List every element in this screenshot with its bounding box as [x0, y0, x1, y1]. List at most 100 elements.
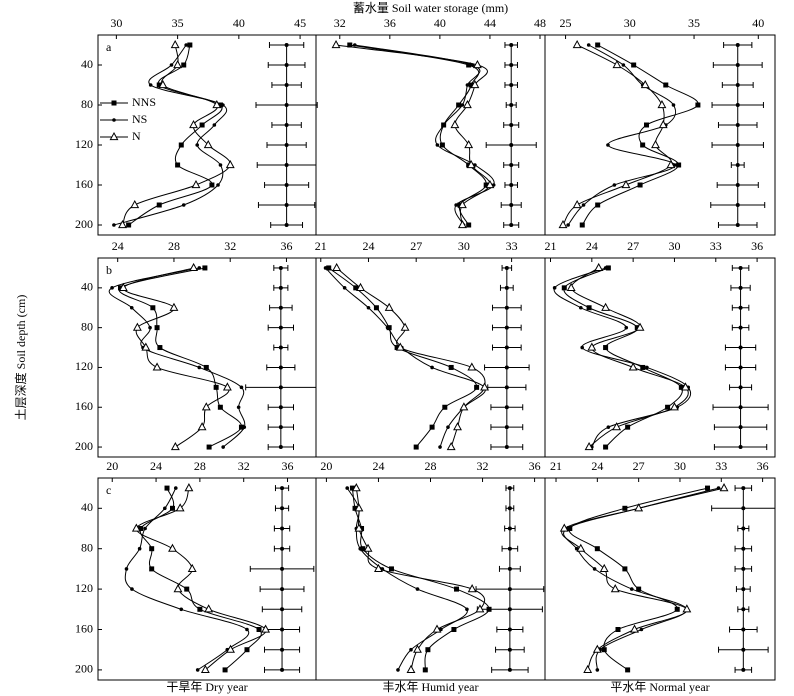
error-center	[284, 43, 289, 47]
marker-triangle	[640, 79, 650, 89]
marker-square	[665, 404, 671, 410]
x-tick-label: 40	[233, 16, 245, 30]
error-center	[735, 123, 740, 127]
series-line	[335, 44, 491, 226]
y-tick-label: 40	[81, 500, 93, 514]
marker-triangle	[225, 159, 235, 169]
marker-square	[637, 182, 643, 188]
marker-square	[676, 162, 682, 168]
y-tick-label: 120	[75, 581, 93, 595]
marker-triangle	[118, 282, 128, 291]
marker-triangle	[634, 503, 644, 512]
marker-triangle	[612, 422, 622, 431]
y-tick-label: 200	[75, 217, 93, 231]
marker-square	[586, 305, 592, 311]
marker-triangle	[170, 442, 180, 451]
marker-triangle	[189, 262, 199, 272]
y-tick-label: 160	[75, 621, 93, 635]
panel-frame	[544, 257, 776, 458]
marker-square	[625, 424, 631, 430]
marker-triangle	[170, 39, 180, 49]
marker-triangle	[583, 664, 593, 673]
x-tick-label: 30	[458, 239, 470, 253]
error-center	[504, 345, 509, 350]
error-center	[738, 405, 743, 410]
marker-square	[175, 162, 181, 168]
marker-triangle	[201, 402, 211, 411]
marker-dot	[465, 83, 470, 87]
error-center	[735, 163, 740, 167]
series-line	[108, 267, 246, 448]
marker-triangle	[189, 119, 198, 129]
marker-dot	[606, 143, 610, 147]
error-center	[738, 345, 743, 350]
marker-square	[156, 202, 162, 208]
x-tick-label: 33	[715, 459, 727, 473]
marker-triangle	[406, 664, 416, 673]
error-center	[504, 305, 509, 310]
x-tick-label: 24	[362, 239, 374, 253]
marker-dot	[612, 183, 617, 187]
marker-dot	[112, 223, 116, 227]
error-center	[735, 143, 740, 147]
marker-triangle	[464, 139, 474, 149]
error-center	[741, 546, 746, 551]
error-center	[278, 405, 283, 410]
marker-triangle	[118, 219, 127, 229]
x-tick-label: 33	[710, 239, 722, 253]
marker-triangle	[204, 604, 214, 613]
marker-square	[605, 265, 611, 271]
marker-square	[468, 82, 474, 88]
error-center	[735, 223, 740, 227]
series-line	[128, 44, 223, 226]
error-center	[278, 345, 283, 350]
marker-square	[187, 42, 193, 48]
marker-square	[202, 265, 208, 271]
marker-square	[705, 485, 711, 491]
marker-square	[326, 265, 332, 271]
marker-triangle	[363, 543, 373, 552]
panel-label: a	[106, 40, 112, 54]
x-tick-label: 21	[545, 239, 557, 253]
marker-triangle	[432, 624, 442, 633]
marker-square	[422, 667, 428, 673]
error-center	[280, 526, 285, 531]
marker-square	[595, 202, 601, 208]
marker-triangle	[635, 322, 645, 331]
error-center	[735, 103, 740, 107]
x-tick-label: 30	[110, 16, 122, 30]
marker-triangle	[351, 483, 361, 492]
marker-triangle	[450, 119, 460, 129]
marker-triangle	[400, 322, 410, 331]
marker-dot	[552, 286, 557, 290]
marker-triangle	[457, 219, 467, 229]
marker-square	[425, 647, 431, 653]
x-tick-label: 27	[410, 239, 422, 253]
series-line	[118, 267, 242, 448]
marker-dot	[645, 365, 649, 370]
error-center	[741, 526, 746, 531]
error-center	[509, 123, 514, 127]
error-center	[507, 587, 512, 592]
marker-dot	[586, 43, 591, 47]
x-tick-label: 40	[752, 16, 764, 30]
marker-square	[448, 364, 454, 370]
marker-triangle	[480, 382, 490, 391]
marker-dot	[629, 587, 634, 591]
error-center	[509, 143, 514, 147]
marker-triangle	[572, 39, 582, 49]
error-center	[504, 385, 509, 390]
marker-square	[601, 647, 607, 653]
x-tick-label: 20	[106, 459, 118, 473]
error-center	[738, 325, 743, 330]
error-center	[280, 546, 285, 551]
error-center	[507, 647, 512, 652]
error-center	[504, 285, 509, 290]
y-tick-label: 200	[75, 439, 93, 453]
series-line	[135, 487, 267, 671]
error-center	[738, 445, 743, 450]
series-line	[561, 487, 725, 671]
marker-dot	[148, 83, 153, 87]
error-center	[741, 667, 746, 672]
legend-marker	[111, 100, 117, 106]
